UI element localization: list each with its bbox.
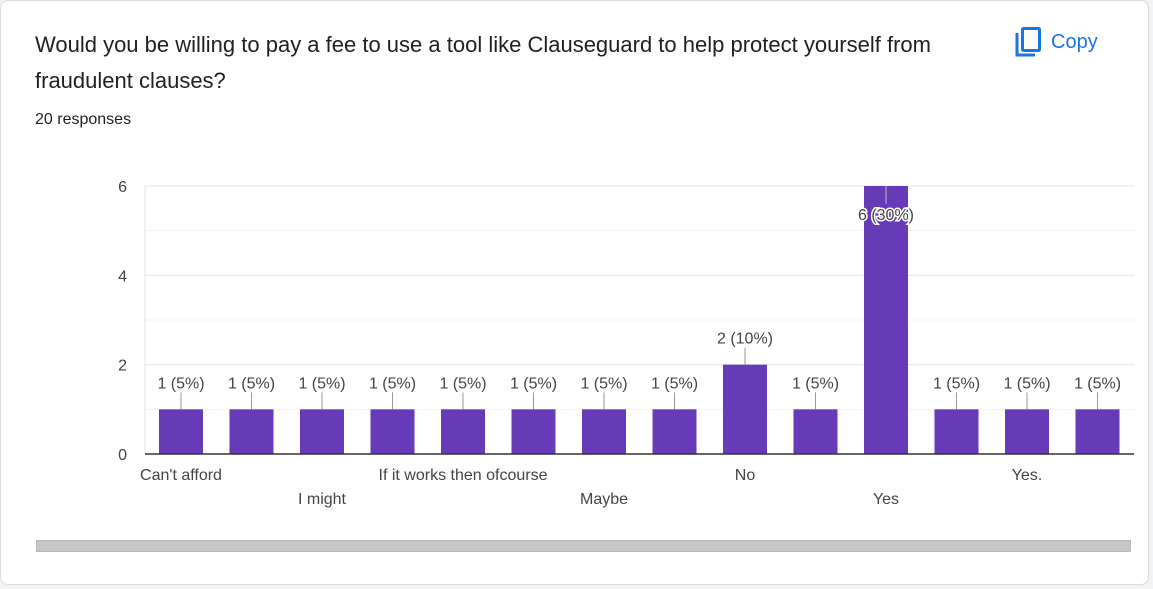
- y-tick-label: 0: [118, 447, 127, 464]
- x-tick-label: Maybe: [580, 491, 628, 508]
- y-tick-label: 4: [118, 268, 127, 285]
- data-label: 1 (5%): [651, 375, 698, 392]
- bar: [441, 409, 485, 454]
- horizontal-scrollbar[interactable]: [36, 540, 1131, 552]
- y-tick-label: 6: [118, 179, 127, 196]
- x-tick-label: Yes.: [1012, 467, 1043, 484]
- bar: [511, 409, 556, 454]
- question-title: Would you be willing to pay a fee to use…: [35, 32, 931, 93]
- bar: [1005, 409, 1049, 454]
- bar: [793, 409, 838, 454]
- x-tick-label: If it works then ofcourse: [379, 467, 548, 484]
- data-label: 1 (5%): [1074, 375, 1121, 392]
- bar: [582, 409, 626, 454]
- x-tick-label: No: [735, 467, 756, 484]
- bar: [229, 409, 274, 454]
- bar: [1075, 409, 1120, 454]
- bar: [864, 186, 908, 454]
- bar: [934, 409, 979, 454]
- data-label: 2 (10%): [717, 331, 773, 348]
- x-tick-label: I might: [298, 491, 347, 508]
- data-label: 1 (5%): [510, 375, 557, 392]
- bar: [652, 409, 697, 454]
- data-label: 1 (5%): [792, 375, 839, 392]
- x-tick-label: Yes: [873, 491, 899, 508]
- bar: [370, 409, 415, 454]
- data-label: 1 (5%): [1003, 375, 1050, 392]
- x-tick-label: Can't afford: [140, 467, 222, 484]
- data-label: 1 (5%): [439, 375, 486, 392]
- data-label: 1 (5%): [157, 375, 204, 392]
- copy-icon: [1015, 27, 1041, 57]
- data-label: 1 (5%): [298, 375, 345, 392]
- data-label: 1 (5%): [580, 375, 627, 392]
- copy-label: Copy: [1051, 30, 1098, 53]
- data-label: 1 (5%): [369, 375, 416, 392]
- data-label: 6 (30%): [858, 207, 914, 224]
- data-label: 1 (5%): [933, 375, 980, 392]
- bar: [300, 409, 344, 454]
- response-count: 20 responses: [35, 111, 132, 128]
- y-tick-label: 2: [118, 358, 127, 375]
- bar: [159, 409, 203, 454]
- bar: [723, 364, 767, 454]
- copy-chart-button[interactable]: Copy: [1007, 23, 1106, 61]
- data-label: 1 (5%): [228, 375, 275, 392]
